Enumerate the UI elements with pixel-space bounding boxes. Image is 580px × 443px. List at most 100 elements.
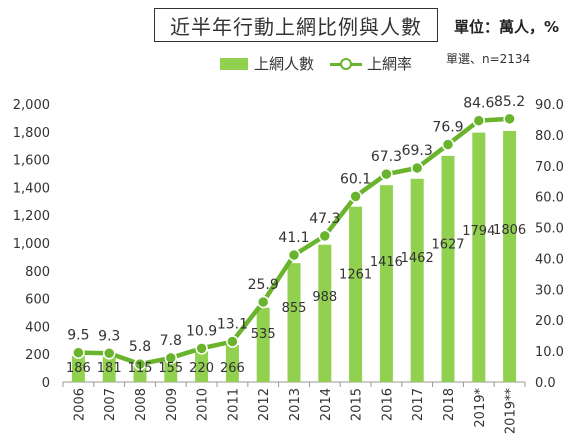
- bar-value-label: 1794: [462, 224, 495, 239]
- rate-point: [410, 161, 424, 175]
- rate-point: [256, 295, 270, 309]
- bar: [503, 130, 517, 382]
- bar-value-label: 988: [312, 290, 337, 305]
- x-tick-label: 2015: [350, 388, 365, 421]
- y-left-tick-label: 1,600: [13, 154, 50, 169]
- sample-note: 單選、n=2134: [446, 52, 531, 66]
- chart-title: 近半年行動上網比例與人數: [154, 8, 438, 42]
- bar: [472, 132, 486, 382]
- y-right-tick-label: 90.0: [535, 98, 564, 113]
- bar-value-label: 220: [189, 361, 214, 376]
- rate-value-label: 25.9: [248, 277, 279, 293]
- x-tick-label: 2018: [442, 388, 457, 421]
- rate-value-label: 7.8: [160, 333, 182, 349]
- bar-value-label: 535: [251, 327, 276, 342]
- legend-item-bar: 上網人數: [220, 53, 314, 74]
- y-right-tick-label: 60.0: [535, 191, 564, 206]
- bar-value-label: 115: [128, 361, 153, 376]
- bar: [441, 155, 455, 382]
- rate-value-label: 5.8: [129, 339, 151, 355]
- rate-point: [287, 248, 301, 262]
- rate-value-label: 41.1: [278, 230, 309, 246]
- bar: [410, 178, 424, 382]
- x-tick-label: 2009: [165, 388, 180, 421]
- bar-value-label: 155: [158, 361, 183, 376]
- y-right-tick-label: 30.0: [535, 283, 564, 298]
- rate-point: [503, 112, 516, 126]
- legend-line-label: 上網率: [367, 55, 413, 73]
- rate-value-label: 10.9: [186, 323, 217, 339]
- rate-value-label: 84.6: [463, 96, 494, 112]
- rate-value-label: 47.3: [309, 211, 340, 227]
- y-left-tick-label: 1,800: [13, 126, 50, 141]
- y-left-tick-label: 1,200: [13, 209, 50, 224]
- rate-point: [318, 229, 332, 243]
- bar: [71, 356, 85, 382]
- x-tick-label: 2007: [103, 388, 118, 421]
- bar: [133, 366, 147, 382]
- rate-point: [164, 351, 178, 365]
- unit-note: 單位：萬人，%: [454, 18, 560, 36]
- bar-value-label: 266: [220, 361, 245, 376]
- legend-item-line: 上網率: [330, 53, 412, 74]
- x-tick-label: 2014: [319, 388, 334, 421]
- bar-value-label: 1261: [339, 268, 372, 283]
- bar: [349, 206, 363, 382]
- y-left-tick-label: 600: [25, 293, 50, 308]
- y-left-tick-label: 1,400: [13, 181, 50, 196]
- rate-value-label: 76.9: [432, 119, 463, 135]
- bar-value-label: 1627: [431, 238, 464, 253]
- y-right-tick-label: 40.0: [535, 252, 564, 267]
- x-tick-label: 2019**: [504, 388, 519, 435]
- bar-value-label: 186: [66, 361, 91, 376]
- x-tick-label: 2010: [196, 388, 211, 421]
- bar: [318, 244, 332, 382]
- y-right-tick-label: 0.0: [535, 376, 556, 391]
- x-tick-label: 2006: [72, 388, 87, 421]
- rate-point: [349, 190, 362, 203]
- y-left-tick-label: 400: [25, 320, 50, 335]
- y-left-tick-label: 0: [42, 376, 50, 391]
- rate-point: [133, 357, 147, 371]
- rate-point: [441, 138, 455, 151]
- bar: [256, 307, 270, 382]
- y-right-tick-label: 70.0: [535, 160, 564, 175]
- legend-bar-swatch: [220, 57, 248, 70]
- bar: [102, 356, 116, 382]
- y-left-tick-label: 1,000: [13, 237, 50, 252]
- x-tick-label: 2016: [380, 388, 395, 421]
- bar: [287, 263, 301, 382]
- rate-value-label: 60.1: [340, 171, 371, 187]
- x-tick-label: 2013: [288, 388, 303, 421]
- x-tick-label: 2011: [226, 388, 241, 421]
- bar: [379, 185, 393, 382]
- y-right-tick-label: 50.0: [535, 222, 564, 237]
- rate-point: [472, 114, 486, 127]
- bar: [164, 360, 178, 382]
- rate-point: [72, 346, 85, 359]
- rate-point: [380, 167, 393, 181]
- rate-point: [195, 342, 208, 355]
- x-tick-label: 2012: [257, 388, 272, 421]
- bar: [225, 345, 239, 382]
- y-left-tick-label: 2,000: [13, 98, 50, 113]
- legend-bar-label: 上網人數: [254, 55, 315, 73]
- rate-value-label: 9.3: [98, 328, 120, 344]
- y-right-tick-label: 20.0: [535, 314, 564, 329]
- y-left-tick-label: 800: [25, 265, 50, 280]
- x-tick-label: 2019*: [473, 388, 488, 428]
- bar-value-label: 855: [282, 301, 307, 316]
- legend-line-swatch: [330, 57, 362, 70]
- x-tick-label: 2008: [134, 388, 149, 421]
- bar-value-label: 181: [97, 361, 122, 376]
- rate-value-label: 85.2: [494, 94, 525, 110]
- bar-value-label: 1462: [401, 251, 434, 266]
- bar: [195, 351, 209, 382]
- bar-value-label: 1806: [493, 223, 526, 238]
- x-tick-label: 2017: [411, 388, 426, 421]
- y-right-tick-label: 10.0: [535, 345, 564, 360]
- bar-value-label: 1416: [370, 255, 403, 270]
- rate-point: [102, 347, 116, 360]
- rate-point: [226, 335, 239, 348]
- y-right-tick-label: 80.0: [535, 129, 564, 144]
